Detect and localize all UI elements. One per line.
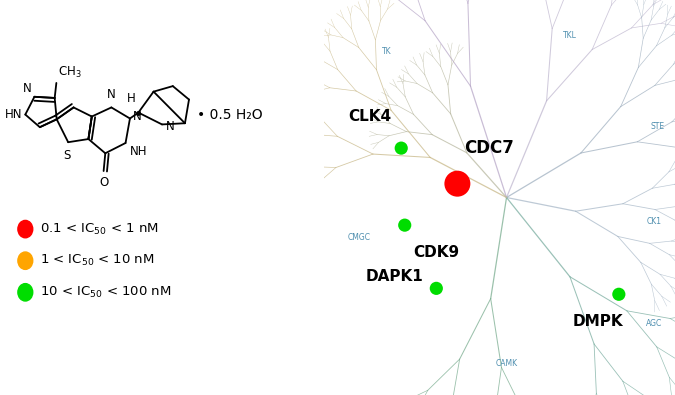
Text: CAMK: CAMK <box>495 359 518 368</box>
Text: 10 < IC$_{50}$ < 100 nM: 10 < IC$_{50}$ < 100 nM <box>40 285 172 300</box>
Text: CDC7: CDC7 <box>464 139 514 157</box>
Text: HN: HN <box>5 108 22 121</box>
Text: CK1: CK1 <box>647 217 662 226</box>
Text: CLK4: CLK4 <box>348 109 392 124</box>
Text: N: N <box>166 120 175 133</box>
Text: NH: NH <box>130 145 147 158</box>
Text: S: S <box>63 149 70 162</box>
Text: H: H <box>127 92 136 105</box>
Text: TK: TK <box>382 47 392 56</box>
Text: 0.1 < IC$_{50}$ < 1 nM: 0.1 < IC$_{50}$ < 1 nM <box>40 222 159 237</box>
Text: O: O <box>99 176 108 189</box>
Point <box>614 291 624 297</box>
Text: DMPK: DMPK <box>572 314 623 329</box>
Text: TKL: TKL <box>563 31 576 40</box>
Circle shape <box>18 284 32 301</box>
Text: AGC: AGC <box>646 320 662 328</box>
Text: N: N <box>133 110 142 123</box>
Point <box>396 145 406 151</box>
Text: 1 < IC$_{50}$ < 10 nM: 1 < IC$_{50}$ < 10 nM <box>40 253 155 268</box>
Text: STE: STE <box>651 122 664 131</box>
Text: • 0.5 H₂O: • 0.5 H₂O <box>196 107 263 122</box>
Point <box>452 181 463 187</box>
Point <box>431 285 441 292</box>
Text: CH$_3$: CH$_3$ <box>58 65 82 80</box>
Text: N: N <box>23 82 32 95</box>
Text: CMGC: CMGC <box>348 233 371 241</box>
Text: DAPK1: DAPK1 <box>365 269 423 284</box>
Circle shape <box>18 220 32 238</box>
Text: CDK9: CDK9 <box>413 245 460 260</box>
Text: N: N <box>107 88 115 101</box>
Point <box>400 222 410 228</box>
Circle shape <box>18 252 32 269</box>
